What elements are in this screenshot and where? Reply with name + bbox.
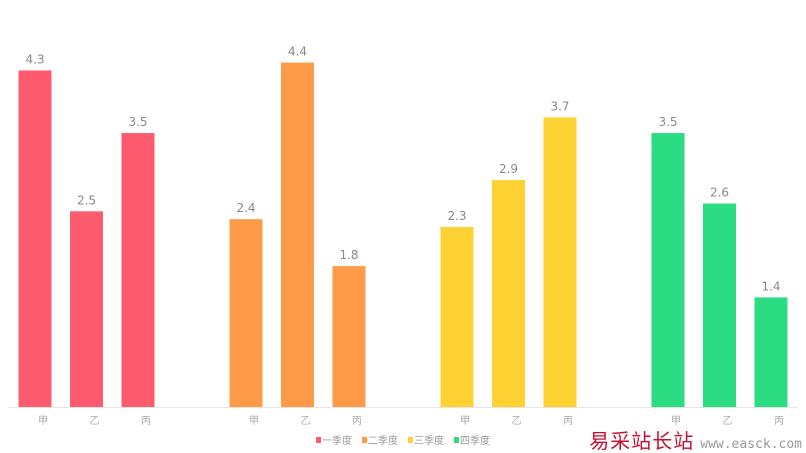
x-tick-label: 丙	[352, 416, 362, 427]
data-label: 3.5	[128, 115, 147, 129]
data-label: 1.8	[339, 248, 358, 262]
data-label: 2.5	[77, 193, 96, 207]
bar-三季度-甲	[440, 226, 474, 407]
legend: 一季度 二季度 三季度 四季度	[316, 434, 490, 447]
labels-layer: 4.3 甲 2.5 乙 3.5 丙 2.4 甲 4.4 乙 1.8 丙 2.3 甲 2.9 乙 3.7 丙 3.5 甲…	[25, 45, 784, 427]
legend-swatch	[316, 437, 321, 443]
x-tick-label: 甲	[671, 416, 681, 427]
x-tick-label: 乙	[301, 415, 311, 427]
data-label: 2.3	[447, 209, 466, 223]
data-label: 2.9	[499, 162, 518, 176]
watermark-text: 易采站长站	[589, 429, 695, 453]
bar-三季度-乙	[492, 180, 525, 407]
bar-二季度-乙	[281, 62, 314, 407]
legend-swatch	[454, 437, 459, 443]
data-label: 4.3	[25, 52, 44, 66]
bar-四季度-丙	[754, 297, 788, 407]
x-tick-label: 乙	[90, 415, 100, 427]
x-tick-label: 丙	[563, 416, 573, 427]
data-label: 2.6	[710, 186, 729, 200]
bar-二季度-甲	[229, 219, 263, 407]
legend-item-二季度[interactable]: 二季度	[362, 434, 398, 447]
legend-label: 二季度	[368, 434, 398, 447]
x-tick-label: 甲	[460, 416, 470, 427]
bar-一季度-乙	[70, 211, 103, 407]
legend-swatch	[362, 437, 367, 443]
data-label: 3.7	[550, 99, 569, 113]
x-tick-label: 甲	[38, 416, 48, 427]
legend-item-四季度[interactable]: 四季度	[454, 434, 490, 447]
watermark: 易采站长站 www.easck.com	[589, 429, 802, 453]
data-label: 2.4	[236, 201, 255, 215]
data-label: 1.4	[761, 279, 780, 293]
legend-label: 三季度	[414, 434, 444, 447]
legend-item-三季度[interactable]: 三季度	[408, 434, 444, 447]
bar-四季度-甲	[651, 133, 685, 408]
legend-item-一季度[interactable]: 一季度	[316, 434, 352, 447]
legend-swatch	[408, 437, 413, 443]
legend-label: 四季度	[460, 434, 490, 447]
watermark-url: www.easck.com	[700, 437, 802, 452]
legend-label: 一季度	[322, 434, 352, 447]
x-tick-label: 甲	[249, 416, 259, 427]
x-tick-label: 乙	[512, 415, 522, 427]
bar-一季度-丙	[121, 133, 155, 408]
x-tick-label: 丙	[774, 416, 784, 427]
bars-layer	[18, 62, 788, 408]
data-label: 3.5	[658, 115, 677, 129]
data-label: 4.4	[288, 45, 307, 59]
bar-三季度-丙	[543, 117, 577, 408]
bar-二季度-丙	[332, 266, 366, 407]
x-tick-label: 丙	[141, 416, 151, 427]
bar-一季度-甲	[18, 70, 52, 407]
x-tick-label: 乙	[723, 415, 733, 427]
bar-四季度-乙	[703, 203, 736, 407]
